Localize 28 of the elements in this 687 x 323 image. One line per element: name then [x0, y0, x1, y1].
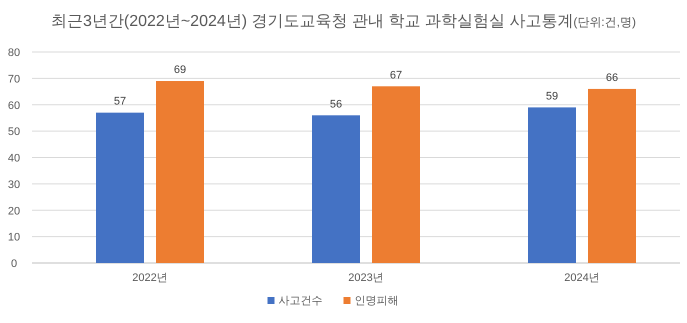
x-tick-label: 2022년: [132, 272, 168, 284]
data-label: 67: [390, 69, 402, 82]
legend-label: 사고건수: [278, 295, 322, 307]
legend-label: 인명피해: [354, 295, 398, 307]
x-tick-label: 2024년: [564, 272, 600, 284]
chart-subtitle: (단위:건,명): [573, 15, 636, 29]
y-tick-label: 40: [8, 152, 20, 164]
bar: [372, 86, 420, 263]
data-label: 66: [606, 72, 618, 84]
y-tick-label: 50: [8, 126, 20, 138]
y-tick-label: 30: [8, 178, 20, 191]
y-tick-label: 20: [8, 205, 20, 218]
y-tick-label: 80: [8, 47, 20, 59]
y-tick-label: 10: [8, 232, 20, 244]
data-label: 56: [330, 98, 342, 110]
data-label: 59: [546, 90, 558, 102]
bar: [312, 115, 360, 263]
y-tick-label: 60: [8, 100, 20, 112]
chart-title: 최근3년간(2022년~2024년) 경기도교육청 관내 학교 과학실험실 사고통계: [51, 13, 574, 30]
bar: [588, 88, 636, 263]
bar: [96, 112, 144, 263]
y-tick-label: 70: [8, 73, 20, 86]
bar: [528, 107, 576, 263]
bar: [156, 81, 204, 263]
data-label: 69: [174, 64, 186, 76]
data-label: 57: [114, 96, 126, 108]
y-tick-label: 0: [10, 258, 18, 270]
x-tick-label: 2023년: [348, 272, 384, 284]
